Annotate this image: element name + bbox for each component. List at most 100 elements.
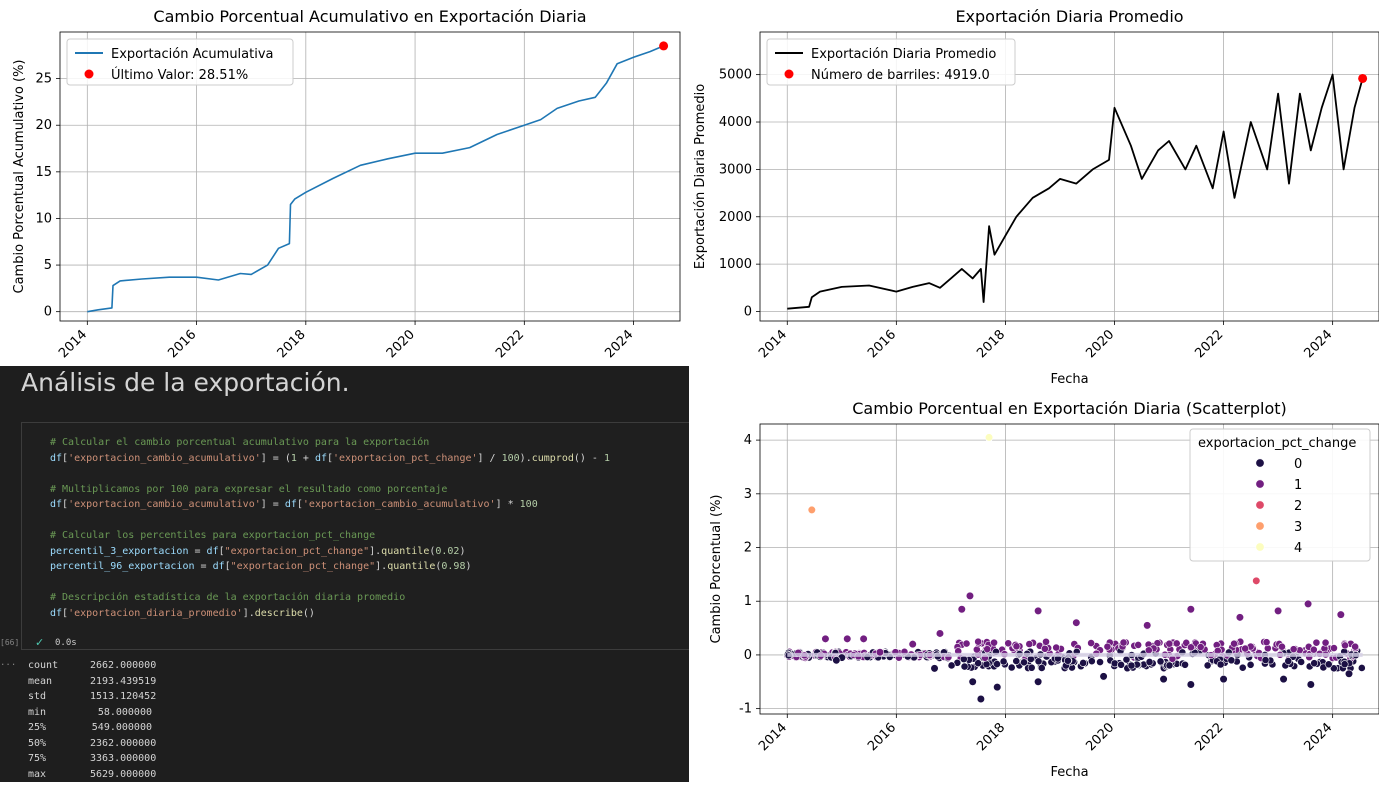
y-tick-label: 2000	[719, 210, 752, 225]
scatter-point	[1063, 656, 1072, 665]
scatter-point	[1306, 680, 1315, 689]
scatter-point	[993, 683, 1002, 692]
scatter-point	[957, 605, 966, 614]
scatter-point	[1127, 661, 1136, 670]
scatter-point	[1079, 659, 1088, 667]
legend-box	[1189, 428, 1371, 562]
output-more-icon[interactable]: ...	[0, 658, 17, 668]
x-axis-label: Fecha	[1050, 372, 1088, 387]
legend-entry: 1	[1294, 478, 1302, 493]
scatter-point	[1007, 663, 1016, 672]
scatter-point	[1219, 674, 1228, 684]
describe-stat-value: 2662.000000	[90, 660, 157, 671]
plot-frame	[759, 423, 1379, 715]
y-tick-label: 5000	[719, 68, 752, 83]
y-axis-label: Cambio Porcentual Acumulativo (%)	[12, 60, 27, 294]
code-token: "exportacion_pct_change"	[224, 545, 370, 557]
scatter-point	[1156, 657, 1165, 666]
scatter-point	[1119, 638, 1128, 647]
x-tick-label: 2024	[1301, 720, 1335, 754]
scatter-point	[821, 634, 830, 643]
scatter-point	[1103, 642, 1112, 651]
scatter-points	[807, 433, 1354, 704]
y-tick-label: 1	[744, 594, 752, 609]
scatter-point	[947, 661, 956, 670]
execution-time: 0.0s	[55, 638, 77, 648]
legend-swatch	[1255, 500, 1265, 510]
scatter-point	[976, 694, 985, 704]
x-tick-label: 2016	[865, 327, 899, 361]
legend-swatch	[1255, 521, 1265, 531]
scatter-point	[1196, 643, 1205, 651]
code-token: 100	[519, 499, 538, 510]
plot-frame	[59, 31, 681, 322]
code-token: 'exportacion_cambio_acumulativo'	[302, 499, 496, 510]
legend: exportacion_pct_change 0 1 2 3 4	[1189, 428, 1371, 562]
legend-entry: 0	[1294, 457, 1302, 472]
scatter-point	[859, 634, 868, 643]
scatter-point	[908, 640, 917, 649]
x-tick-label: 2014	[756, 327, 790, 361]
scatter-point	[1110, 659, 1119, 668]
describe-stat-value: 1513.120452	[90, 691, 157, 702]
cumulative-export-chart-svg: 2014 2016 2018 2020 2022 2024 0 5 10 15 20 25 Cambio…	[12, 7, 681, 361]
scatter-point	[1145, 658, 1154, 666]
scatter-point	[1274, 606, 1283, 615]
describe-stat-value: 2362.000000	[90, 737, 157, 749]
code-token: () -	[573, 452, 604, 464]
scatter-point	[1034, 606, 1043, 615]
code-token: percentil_3_exportacion	[50, 545, 189, 557]
scatter-point	[1072, 618, 1081, 627]
describe-row: min 58.000000	[28, 707, 152, 718]
code-cell[interactable]: # Calcular el cambio porcentual acumulat…	[21, 422, 689, 650]
scatter-point	[968, 677, 977, 686]
legend-box	[66, 38, 294, 86]
scatter-point	[1321, 638, 1330, 647]
code-token: 100	[501, 452, 520, 464]
code-token: # Calcular el cambio porcentual acumulat…	[50, 437, 430, 448]
legend-swatch	[1255, 479, 1265, 489]
x-tick-label: 2022	[1192, 720, 1226, 754]
code-token: ] =	[260, 499, 285, 510]
scatter-point	[1182, 638, 1191, 647]
scatter-point	[1351, 642, 1360, 651]
scatter-point	[999, 657, 1008, 666]
x-tick-label: 2014	[56, 327, 90, 361]
scatter-point	[1341, 641, 1349, 650]
scatter-point	[1025, 640, 1034, 648]
scatter-point	[965, 591, 975, 600]
scatter-point	[1042, 637, 1050, 646]
code-token: ()	[302, 607, 315, 619]
describe-stat-value: 2193.439519	[90, 675, 157, 687]
code-token: ).	[519, 452, 532, 464]
code-token: # Descripción estadística de la exportac…	[50, 592, 406, 603]
code-token: +	[296, 452, 315, 464]
code-token: 'exportacion_pct_change'	[333, 452, 478, 464]
describe-stat-value: 3363.000000	[90, 753, 157, 764]
scatter-point	[930, 664, 939, 673]
code-token: [	[218, 545, 225, 557]
describe-row: 50% 2362.000000	[28, 737, 157, 749]
describe-stat-value: 58.000000	[97, 706, 152, 718]
chart-title: Cambio Porcentual Acumulativo en Exporta…	[153, 7, 586, 26]
code-line: # Calcular el cambio porcentual acumulat…	[50, 437, 429, 448]
x-tick-label: 2020	[1083, 720, 1117, 754]
code-token: [	[62, 499, 69, 510]
scatter-point	[1235, 613, 1245, 622]
legend-swatch	[1255, 458, 1265, 468]
code-token: [	[296, 499, 303, 510]
legend-marker-swatch	[784, 69, 794, 79]
scatter-point	[1099, 672, 1108, 681]
code-token: percentil_96_exportacion	[50, 561, 195, 572]
x-tick-label: 2022	[493, 327, 527, 361]
legend-entry: 4	[1294, 541, 1302, 556]
code-token: [	[62, 452, 69, 464]
scatter-point	[1216, 660, 1225, 669]
notebook-panel: Análisis de la exportación. # Calcular e…	[0, 366, 689, 782]
code-token: ].	[242, 607, 255, 619]
describe-row: std 1513.120452	[28, 691, 157, 702]
legend-swatch	[1255, 542, 1265, 552]
describe-row: mean 2193.439519	[28, 675, 157, 687]
x-tick-label: 2014	[756, 720, 790, 754]
y-tick-label: 0	[744, 305, 752, 320]
